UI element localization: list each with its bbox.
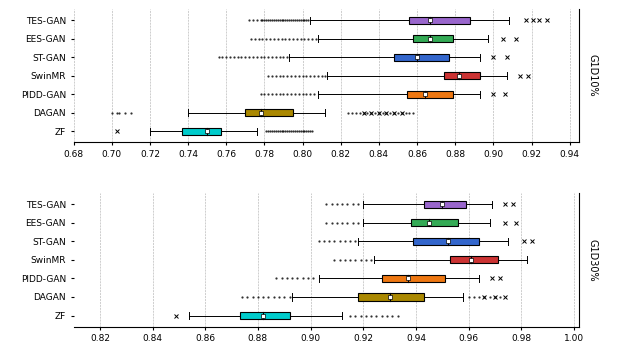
FancyBboxPatch shape <box>411 219 458 226</box>
FancyBboxPatch shape <box>450 256 497 263</box>
FancyBboxPatch shape <box>413 238 479 245</box>
Y-axis label: G1D10%: G1D10% <box>588 54 598 97</box>
FancyBboxPatch shape <box>245 109 293 116</box>
FancyBboxPatch shape <box>182 128 221 135</box>
FancyBboxPatch shape <box>381 275 445 282</box>
FancyBboxPatch shape <box>358 293 424 301</box>
Y-axis label: G1D30%: G1D30% <box>588 238 598 281</box>
FancyBboxPatch shape <box>413 35 453 42</box>
FancyBboxPatch shape <box>410 16 470 24</box>
FancyBboxPatch shape <box>444 72 480 79</box>
FancyBboxPatch shape <box>239 312 289 319</box>
FancyBboxPatch shape <box>424 201 466 208</box>
FancyBboxPatch shape <box>408 91 453 98</box>
FancyBboxPatch shape <box>394 54 449 61</box>
